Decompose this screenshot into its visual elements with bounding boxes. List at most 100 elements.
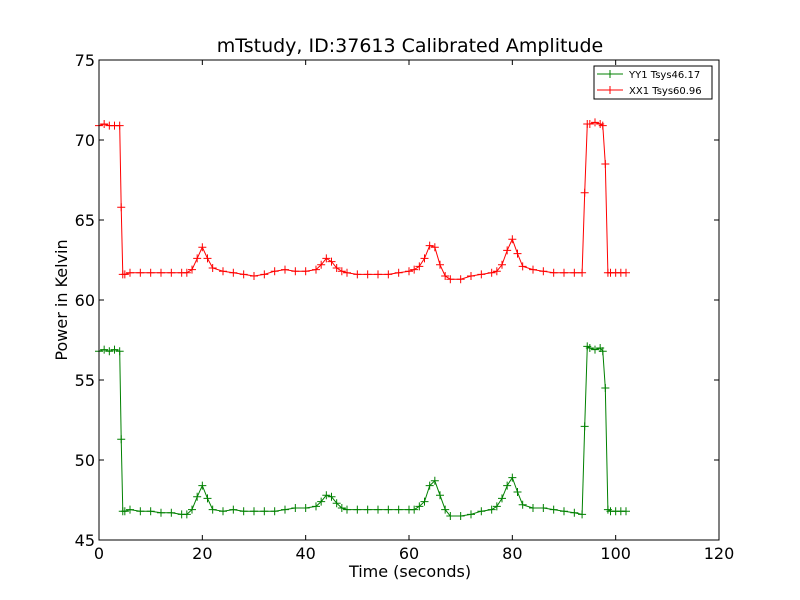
legend-label: YY1 Tsys46.17 bbox=[628, 70, 700, 81]
data-point bbox=[250, 507, 258, 516]
data-point bbox=[498, 494, 506, 503]
data-point bbox=[477, 270, 486, 279]
data-point bbox=[410, 505, 419, 514]
x-tick-label: 60 bbox=[399, 544, 419, 563]
y-tick-label: 75 bbox=[75, 51, 95, 70]
data-point bbox=[219, 267, 227, 276]
plot-background bbox=[99, 60, 719, 540]
data-point bbox=[100, 120, 109, 128]
data-point bbox=[198, 481, 207, 490]
legend-label: XX1 Tsys60.96 bbox=[629, 86, 702, 97]
legend-box bbox=[593, 65, 713, 100]
data-point bbox=[436, 491, 444, 500]
y-tick-label: 70 bbox=[75, 131, 95, 150]
y-tick-label: 65 bbox=[75, 211, 95, 230]
data-point bbox=[560, 268, 568, 277]
data-point bbox=[120, 507, 129, 516]
data-point bbox=[420, 254, 429, 263]
data-point bbox=[441, 505, 450, 514]
data-point bbox=[343, 268, 351, 277]
data-point bbox=[477, 507, 486, 516]
data-point bbox=[281, 265, 289, 274]
data-point bbox=[229, 268, 238, 277]
data-point bbox=[146, 507, 155, 516]
data-point bbox=[374, 505, 382, 514]
data-point bbox=[136, 507, 145, 516]
data-point bbox=[203, 494, 212, 503]
data-point bbox=[622, 268, 630, 277]
data-point bbox=[436, 260, 444, 269]
x-tick-label: 100 bbox=[600, 544, 631, 563]
data-point bbox=[425, 481, 434, 490]
x-tick-label: 80 bbox=[502, 544, 522, 563]
y-axis-label: Power in Kelvin bbox=[52, 239, 71, 360]
x-tick-label: 40 bbox=[295, 544, 315, 563]
data-point bbox=[441, 272, 450, 280]
data-point bbox=[549, 505, 558, 514]
data-point bbox=[467, 510, 475, 519]
data-point bbox=[591, 118, 599, 127]
data-point bbox=[410, 265, 419, 274]
series-layer bbox=[95, 118, 630, 520]
data-point bbox=[622, 507, 630, 516]
data-point bbox=[518, 262, 527, 271]
data-point bbox=[591, 345, 599, 354]
data-point bbox=[487, 505, 496, 514]
data-point bbox=[503, 481, 512, 490]
data-point bbox=[425, 241, 434, 250]
data-point bbox=[337, 504, 346, 512]
data-point bbox=[193, 492, 202, 501]
data-point bbox=[513, 488, 522, 496]
data-point bbox=[420, 497, 429, 506]
data-point bbox=[374, 270, 382, 279]
data-point bbox=[332, 499, 341, 508]
data-point bbox=[270, 267, 279, 276]
data-point bbox=[110, 345, 119, 354]
data-point bbox=[456, 512, 465, 520]
data-point bbox=[193, 254, 202, 263]
y-tick-label: 55 bbox=[75, 371, 95, 390]
data-point bbox=[529, 265, 537, 274]
data-point bbox=[208, 264, 217, 272]
data-point bbox=[508, 235, 517, 244]
data-point bbox=[415, 262, 424, 271]
data-point bbox=[560, 507, 568, 516]
data-point bbox=[239, 270, 248, 279]
data-point bbox=[508, 473, 517, 482]
data-point bbox=[219, 507, 227, 516]
series-0 bbox=[95, 342, 630, 520]
series-1 bbox=[95, 118, 630, 284]
data-point bbox=[198, 243, 207, 252]
data-point bbox=[270, 507, 279, 516]
data-point bbox=[353, 270, 362, 279]
data-point bbox=[446, 512, 455, 520]
data-point bbox=[518, 500, 527, 509]
y-tick-label: 45 bbox=[75, 531, 95, 550]
data-point bbox=[250, 272, 258, 280]
data-point bbox=[394, 505, 403, 514]
data-point bbox=[260, 270, 269, 279]
data-point bbox=[585, 344, 594, 352]
data-point bbox=[312, 502, 320, 511]
data-point bbox=[539, 504, 548, 512]
x-axis-label: Time (seconds) bbox=[348, 562, 471, 581]
data-point bbox=[126, 268, 134, 277]
data-point bbox=[203, 254, 212, 263]
data-point bbox=[503, 246, 512, 255]
data-point bbox=[167, 508, 176, 517]
data-point bbox=[492, 267, 501, 276]
data-point bbox=[498, 260, 506, 269]
data-point bbox=[208, 505, 217, 514]
data-point bbox=[182, 510, 191, 519]
data-point bbox=[549, 268, 558, 277]
data-point bbox=[430, 476, 439, 485]
data-point bbox=[415, 502, 424, 511]
data-point bbox=[578, 510, 587, 519]
data-point bbox=[529, 504, 537, 512]
data-point bbox=[117, 203, 126, 212]
data-point bbox=[322, 254, 331, 263]
legend-marker bbox=[606, 86, 614, 94]
data-point bbox=[343, 505, 351, 514]
tick-layer: 0 20 40 60 80 100 120 45 50 55 60 65 70 75 bbox=[75, 51, 735, 563]
data-point bbox=[456, 275, 465, 284]
